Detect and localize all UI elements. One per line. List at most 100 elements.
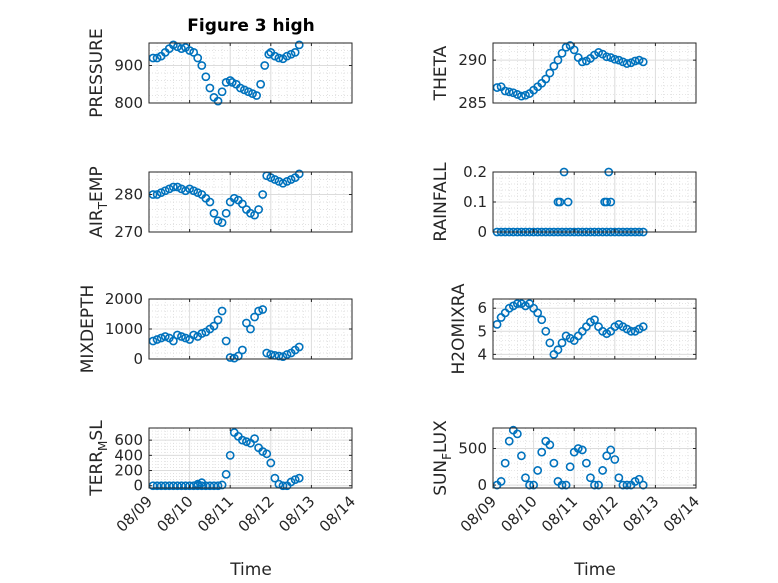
data-point	[626, 326, 636, 336]
data-point	[590, 315, 599, 325]
data-point	[504, 436, 514, 446]
data-point	[213, 481, 223, 491]
data-point	[205, 197, 215, 207]
y-tick-label: 0	[133, 477, 143, 495]
data-point	[537, 315, 547, 325]
data-point	[221, 77, 231, 87]
data-point	[290, 47, 300, 57]
data-point	[254, 306, 264, 316]
y-tick-label: 285	[458, 94, 487, 112]
subplot: 4 5 6 H2OMIXRA	[449, 283, 697, 375]
data-point	[555, 197, 565, 207]
data-point	[278, 178, 288, 188]
data-point	[618, 480, 628, 490]
y-axis-label: SUNFLUX	[431, 420, 454, 496]
data-point	[235, 83, 245, 93]
data-point	[260, 61, 270, 70]
data-point	[274, 53, 284, 63]
data-point	[533, 466, 543, 475]
data-point	[278, 481, 288, 491]
y-tick-label: 2000	[105, 290, 143, 308]
y-tick-label: 0	[477, 476, 487, 494]
data-point	[610, 54, 620, 64]
data-point	[213, 315, 223, 325]
data-point	[500, 86, 510, 96]
data-point	[586, 473, 595, 483]
data-point	[177, 332, 186, 341]
subplot: 0 0.1 0.2 RAINFALL	[431, 162, 697, 242]
data-point	[598, 466, 608, 475]
data-point	[634, 55, 644, 65]
y-tick-label: 290	[458, 51, 487, 69]
data-point	[512, 299, 522, 309]
data-point	[274, 176, 284, 186]
data-point	[594, 48, 603, 57]
y-axis-label-part: AIR	[87, 209, 107, 238]
data-point	[561, 42, 571, 52]
data-point	[606, 445, 616, 455]
data-point	[638, 57, 648, 67]
data-point	[610, 455, 620, 464]
data-point	[177, 184, 186, 194]
data-point	[254, 205, 264, 214]
data-point	[602, 197, 612, 207]
data-point	[258, 305, 268, 314]
data-point	[274, 351, 284, 361]
data-point	[504, 87, 514, 97]
data-point	[577, 57, 587, 67]
data-point	[545, 338, 555, 348]
data-point	[286, 49, 296, 59]
subplot: 800 900 PRESSURE	[87, 28, 353, 118]
data-point	[246, 324, 255, 334]
data-point	[626, 58, 636, 68]
y-tick-label: 0	[477, 223, 487, 241]
y-axis-label-part: LUX	[431, 420, 451, 453]
data-point	[168, 40, 178, 50]
data-point	[266, 458, 276, 468]
y-axis-label-subscript: F	[440, 453, 454, 460]
data-point	[173, 330, 182, 340]
data-point	[168, 182, 178, 192]
data-point	[565, 462, 575, 472]
data-point	[606, 197, 616, 207]
data-point	[205, 83, 215, 93]
data-point	[618, 57, 628, 67]
data-point	[541, 326, 551, 336]
y-tick-label: 200	[114, 462, 143, 480]
data-point	[201, 72, 211, 82]
data-point	[217, 306, 227, 316]
x-axis-label-right: Time	[573, 560, 616, 580]
data-point	[512, 90, 522, 99]
data-point	[270, 473, 280, 483]
y-tick-label: 280	[114, 186, 143, 204]
y-tick-label: 6	[477, 299, 487, 317]
data-point	[529, 480, 538, 490]
data-point	[270, 175, 280, 184]
data-point	[227, 77, 237, 87]
data-point	[156, 188, 166, 198]
data-point	[237, 435, 247, 445]
data-point	[181, 333, 190, 343]
data-point	[209, 481, 219, 491]
data-point	[197, 329, 207, 338]
data-point	[549, 458, 559, 468]
data-point	[521, 90, 530, 100]
data-point	[217, 87, 227, 97]
y-tick-label: 4	[477, 345, 487, 363]
data-point	[270, 51, 280, 61]
data-point	[160, 332, 170, 341]
data-point	[221, 469, 231, 479]
y-axis-label: AIRTEMP	[87, 166, 110, 237]
data-point	[173, 182, 182, 192]
y-tick-label: 400	[114, 446, 143, 464]
data-point	[193, 53, 203, 63]
data-point	[545, 440, 555, 450]
data-point	[152, 335, 162, 344]
data-point	[282, 176, 292, 186]
y-axis-label: H2OMIXRA	[449, 283, 469, 374]
data-point	[164, 481, 174, 491]
data-point	[638, 322, 648, 332]
data-point	[545, 68, 555, 78]
data-point	[189, 330, 199, 340]
